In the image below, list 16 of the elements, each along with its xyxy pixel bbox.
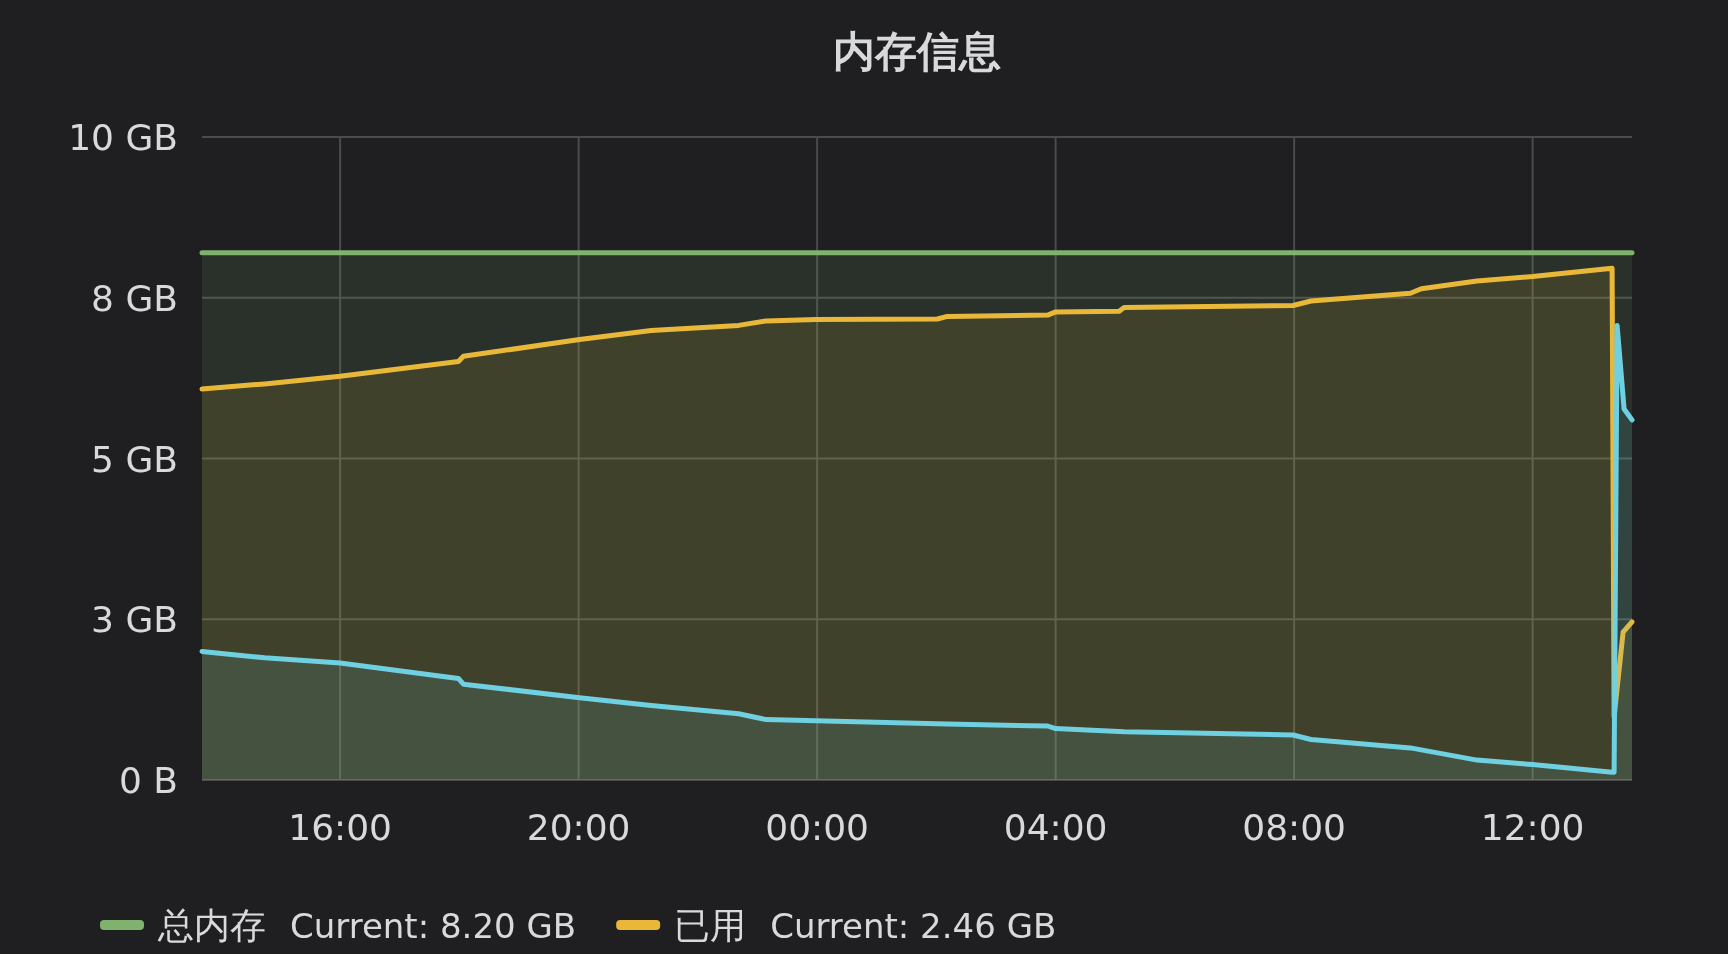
y-tick-label: 8 GB [91, 277, 178, 319]
text: Current: 8.20 GB [290, 906, 577, 946]
y-tick-label: 10 GB [68, 117, 178, 158]
text: Current: 2.46 GB [770, 906, 1057, 946]
legend-label: 已用 [674, 905, 747, 946]
legend-label: 总内存 [157, 905, 266, 946]
x-tick-label: 00:00 [765, 807, 869, 848]
y-tick-label: 5 GB [91, 438, 178, 480]
y-tick-label: 0 B [118, 760, 178, 801]
x-tick-label: 08:00 [1242, 807, 1346, 848]
x-tick-label: 20:00 [526, 807, 631, 848]
x-tick-label: 04:00 [1003, 807, 1108, 848]
x-tick-label: 12:00 [1480, 807, 1585, 848]
x-tick-label: 16:00 [288, 807, 393, 848]
y-tick-label: 3 GB [91, 599, 178, 641]
chart-title: 内存信息 [833, 27, 1001, 76]
